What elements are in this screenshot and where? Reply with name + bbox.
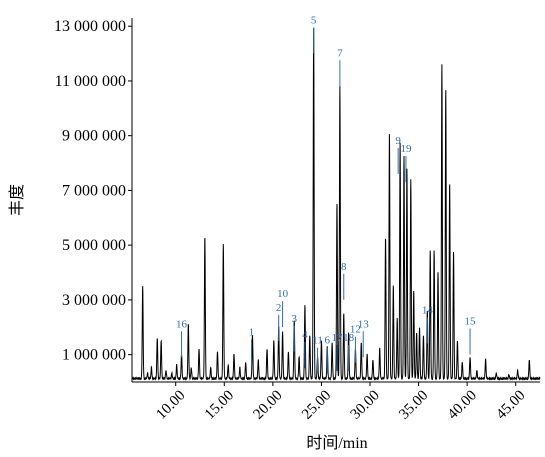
peak-annotation-label: 12 xyxy=(350,324,361,336)
x-tick-label: 25.00 xyxy=(299,388,334,423)
peak-annotation-label: 6 xyxy=(325,335,331,347)
x-axis-ticks: 10.00 15.00 20.00 25.00 30.00 35.00 40.00 45.00 xyxy=(153,382,529,423)
peak-annotation-label: 10 xyxy=(277,288,289,300)
y-tick-label: 7 000 000 xyxy=(62,182,126,199)
peak-annotation-label: 11 xyxy=(312,335,323,347)
x-tick-label: 10.00 xyxy=(153,388,188,423)
y-tick-label: 1 000 000 xyxy=(62,347,126,364)
peak-annotation-label: 1 xyxy=(249,326,255,338)
x-tick-label: 40.00 xyxy=(445,388,480,423)
x-tick-label: 30.00 xyxy=(348,388,383,423)
y-tick-label: 5 000 000 xyxy=(62,237,126,254)
x-tick-label: 45.00 xyxy=(493,388,528,423)
y-axis-ticks: 1 000 000 3 000 000 5 000 000 7 000 000 9 00… xyxy=(54,18,132,364)
chromatogram-trace xyxy=(131,28,541,382)
peak-annotation-label: 16 xyxy=(176,318,188,330)
y-tick-label: 3 000 000 xyxy=(62,292,126,309)
axes xyxy=(131,18,540,383)
x-tick-label: 20.00 xyxy=(251,388,286,423)
peak-annotation-label: 3 xyxy=(291,313,297,325)
peak-annotation-label: 4 xyxy=(302,329,308,341)
peak-annotation-label: 18 xyxy=(343,332,355,344)
x-tick-label: 15.00 xyxy=(202,388,237,423)
peak-annotation-label: 14 xyxy=(422,305,434,317)
peak-annotation-label: 2 xyxy=(276,302,282,314)
peak-annotation-label: 13 xyxy=(358,318,370,330)
peak-annotation-label: 19 xyxy=(400,143,412,155)
peak-annotation-label: 9 xyxy=(395,135,401,147)
peak-annotation-label: 17 xyxy=(331,332,343,344)
peak-annotation-label: 15 xyxy=(465,316,477,328)
x-axis-title: 时间/min xyxy=(306,434,367,452)
peak-annotation-label: 5 xyxy=(311,14,317,26)
peak-annotation-label: 7 xyxy=(337,47,343,59)
peak-annotation-label: 8 xyxy=(341,261,347,273)
y-tick-label: 13 000 000 xyxy=(54,18,126,35)
y-tick-label: 11 000 000 xyxy=(55,73,126,90)
y-axis-title: 丰度 xyxy=(8,184,26,216)
x-tick-label: 35.00 xyxy=(396,388,431,423)
y-tick-label: 9 000 000 xyxy=(62,128,126,145)
